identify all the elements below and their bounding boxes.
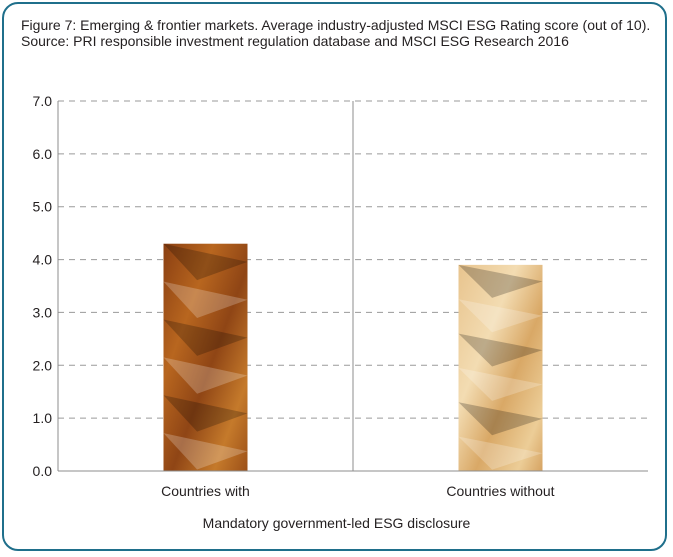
bar-facet <box>163 433 248 470</box>
y-tick-label: 3.0 <box>33 304 53 320</box>
bar-facet <box>163 319 248 356</box>
y-tick-label: 4.0 <box>33 252 53 268</box>
bar-facet <box>458 402 543 436</box>
bar-facet <box>458 436 543 470</box>
bar-facet <box>163 395 248 432</box>
x-axis-label: Mandatory government-led ESG disclosure <box>202 515 471 531</box>
bar-countries-without <box>458 264 543 471</box>
y-tick-label: 6.0 <box>33 146 53 162</box>
y-tick-label: 5.0 <box>33 199 53 215</box>
y-tick-label: 7.0 <box>33 93 53 109</box>
bar-facet <box>458 367 543 401</box>
bar-facet <box>163 281 248 318</box>
bar-facet <box>458 333 543 367</box>
bar-facet <box>458 264 543 298</box>
bar-facet <box>458 299 543 333</box>
bar-texture <box>163 243 248 470</box>
x-tick-label: Countries with <box>161 483 250 499</box>
bar-countries-with <box>163 243 248 471</box>
bar-facet <box>163 243 248 281</box>
y-tick-label: 2.0 <box>33 357 53 373</box>
y-tick-label: 0.0 <box>33 463 53 479</box>
chart-title: Figure 7: Emerging & frontier markets. A… <box>21 17 651 49</box>
bar-facet <box>163 357 248 394</box>
figure-frame <box>2 2 667 551</box>
bar-texture <box>458 264 543 470</box>
x-tick-label: Countries without <box>446 483 554 499</box>
y-tick-label: 1.0 <box>33 410 53 426</box>
